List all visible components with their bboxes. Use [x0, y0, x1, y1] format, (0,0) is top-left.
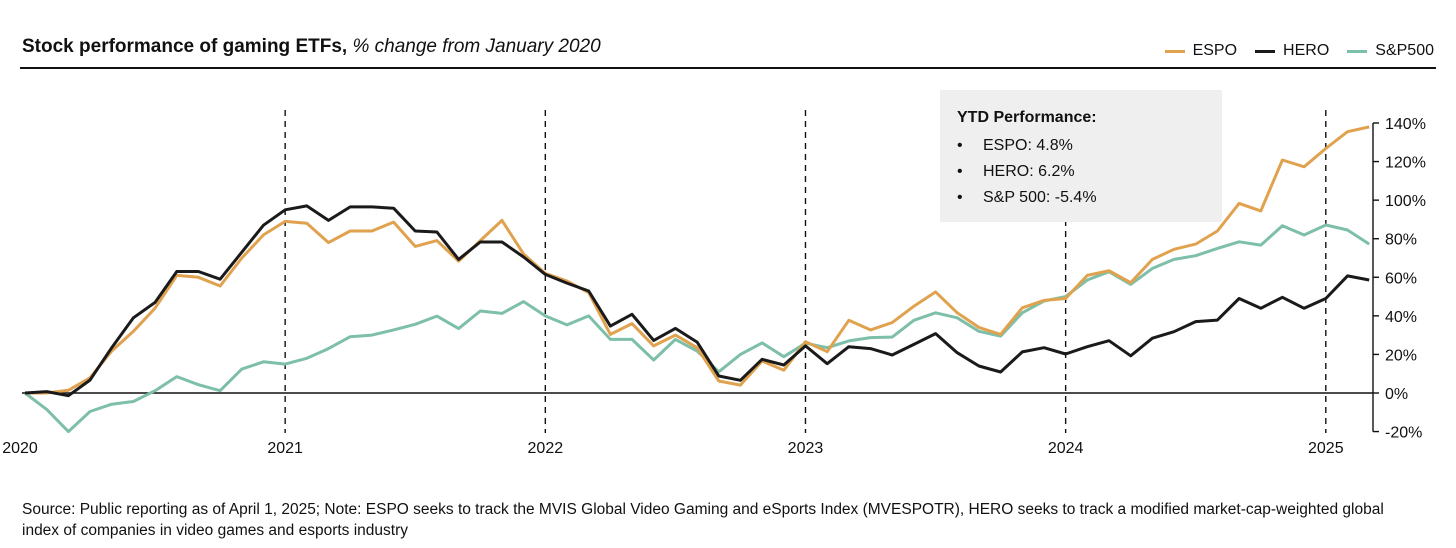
ytd-row-hero: • HERO: 6.2% — [957, 163, 1075, 181]
legend-swatch-sp500 — [1347, 49, 1368, 53]
legend-item-hero: HERO — [1255, 42, 1329, 60]
legend-item-espo: ESPO — [1164, 42, 1238, 60]
y-tick-label: 0% — [1385, 386, 1408, 403]
x-tick-label: 2024 — [1048, 440, 1084, 457]
x-tick-label: 2021 — [267, 440, 303, 457]
legend-item-sp500: S&P500 — [1347, 42, 1434, 60]
x-tick-label: 2020 — [2, 440, 38, 457]
ytd-value: ESPO: 4.8% — [983, 137, 1073, 154]
legend-label: S&P500 — [1375, 42, 1434, 59]
x-tick-label: 2025 — [1308, 440, 1344, 457]
series-line-hero — [24, 204, 1370, 398]
chart-title-main: Stock performance of gaming ETFs, — [22, 36, 348, 57]
chart-title: Stock performance of gaming ETFs, % chan… — [22, 36, 601, 58]
ytd-row-sp500: • S&P 500: -5.4% — [957, 189, 1097, 207]
ytd-value: S&P 500: -5.4% — [983, 189, 1097, 206]
legend-swatch-hero — [1255, 49, 1276, 53]
bullet: • — [957, 163, 963, 180]
legend-swatch-espo — [1164, 49, 1185, 53]
y-tick-label: 120% — [1385, 155, 1426, 172]
title-divider — [20, 67, 1436, 69]
legend-label: ESPO — [1192, 42, 1238, 59]
legend-label: HERO — [1283, 42, 1330, 59]
y-tick-label: 40% — [1385, 309, 1417, 326]
chart-subtitle: % change from January 2020 — [352, 36, 601, 57]
ytd-row-espo: • ESPO: 4.8% — [957, 137, 1073, 155]
y-tick-label: -20% — [1385, 425, 1422, 442]
y-tick-label: 140% — [1385, 116, 1426, 133]
x-tick-label: 2023 — [788, 440, 824, 457]
ytd-heading: YTD Performance: — [957, 109, 1097, 126]
y-tick-label: 60% — [1385, 270, 1417, 287]
legend: ESPO HERO S&P500 — [1164, 42, 1434, 60]
bullet: • — [957, 137, 963, 154]
series-line-sp500 — [24, 223, 1371, 434]
bullet: • — [957, 189, 963, 206]
ytd-value: HERO: 6.2% — [983, 163, 1075, 180]
y-tick-label: 80% — [1385, 232, 1417, 249]
x-tick-label: 2022 — [528, 440, 564, 457]
series-line-espo — [25, 125, 1370, 395]
source-note: Source: Public reporting as of April 1, … — [22, 501, 1384, 539]
y-tick-label: 100% — [1385, 193, 1426, 210]
ytd-performance-box: YTD Performance: • ESPO: 4.8% • HERO: 6.2%… — [940, 90, 1222, 222]
y-tick-label: 20% — [1385, 347, 1417, 364]
